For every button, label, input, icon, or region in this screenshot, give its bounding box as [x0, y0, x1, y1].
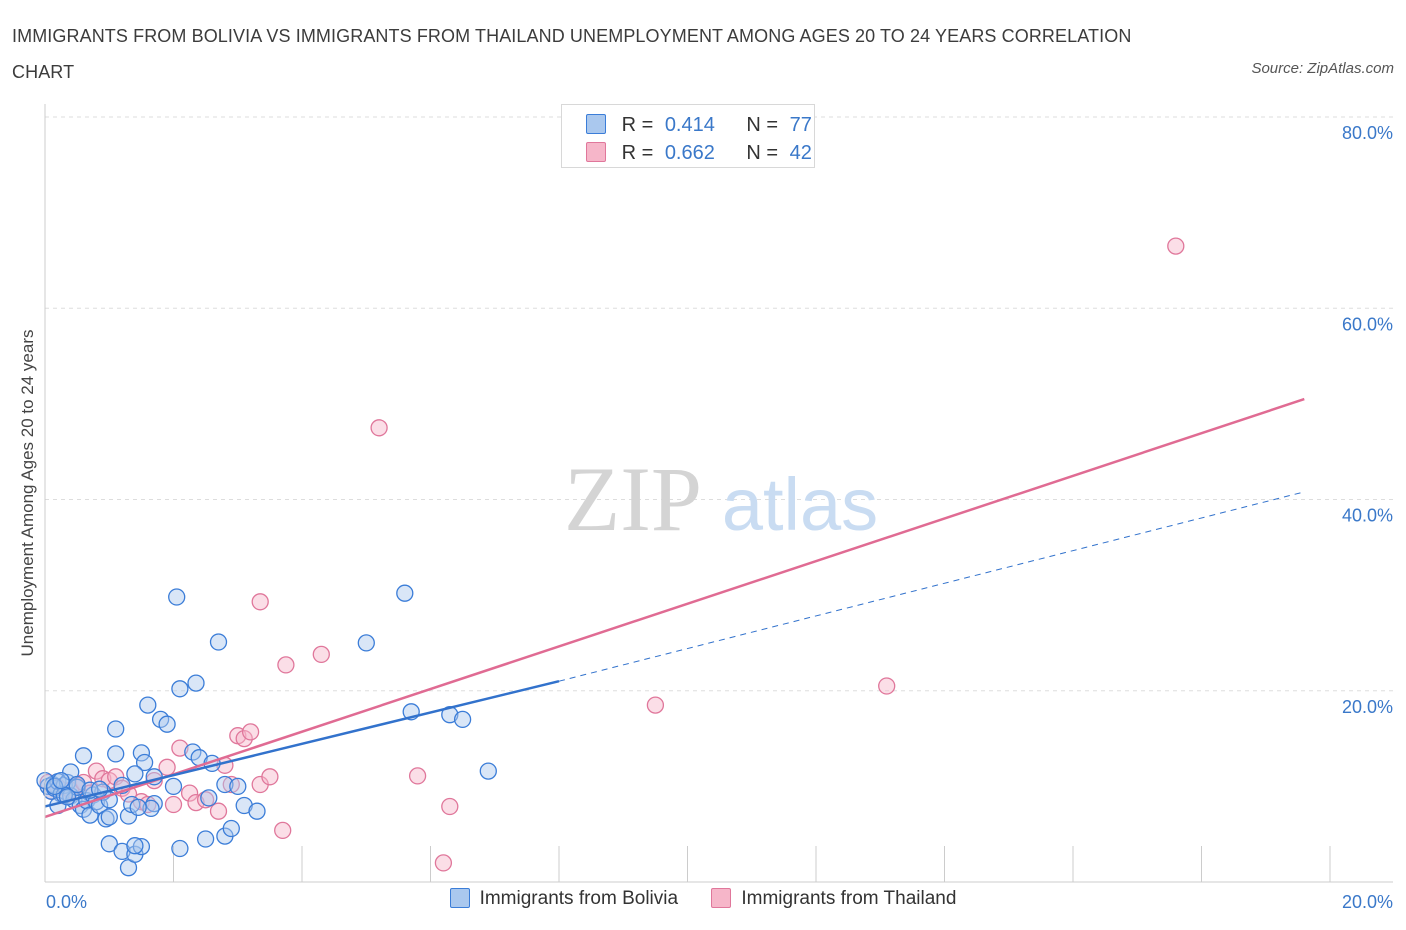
bolivia-point [129, 798, 147, 817]
bolivia-point [158, 715, 176, 733]
legend-item-bolivia[interactable]: Immigrants from Bolivia [449, 888, 679, 910]
bolivia-point [52, 771, 70, 790]
thailand-point [312, 645, 330, 664]
watermark-atlas: atlas [722, 463, 878, 546]
source-note: Source: ZipAtlas.com [1251, 60, 1394, 77]
bolivia-point [107, 720, 125, 738]
thailand-swatch [586, 142, 606, 162]
thailand-point [277, 656, 295, 674]
thailand-point [1167, 237, 1185, 255]
bolivia-point [187, 674, 205, 692]
thailand-r-value: 0.662 [664, 142, 715, 164]
bolivia-point [357, 634, 375, 652]
bolivia-point [132, 837, 151, 856]
bolivia-point [45, 777, 64, 796]
bolivia-point [135, 753, 154, 772]
bolivia-point [171, 680, 189, 698]
bolivia-point [126, 765, 144, 783]
bolivia-point [142, 799, 160, 818]
thailand-point [370, 419, 388, 437]
bolivia-n-value: 77 [789, 114, 812, 136]
thailand-point [235, 729, 253, 748]
trend-lines [44, 397, 1305, 819]
thailand-points [39, 237, 1185, 872]
bolivia-point [100, 808, 118, 826]
legend-r-label: R = [621, 114, 654, 136]
bolivia-point [209, 633, 228, 651]
bolivia-point [171, 839, 189, 858]
bolivia-swatch [449, 888, 470, 908]
legend-label-bolivia: Immigrants from Bolivia [479, 888, 679, 909]
thailand-point [241, 723, 260, 741]
bolivia-point [200, 789, 218, 807]
correlation-legend: R = 0.414 N = 77 R = 0.662 N = 42 [561, 104, 815, 168]
series-legend: Immigrants from Bolivia Immigrants from … [0, 888, 1406, 910]
bolivia-point [126, 837, 144, 855]
y-axis-label: Unemployment Among Ages 20 to 24 years [18, 330, 37, 657]
y-tick-labels: 20.0% 40.0% 60.0% 80.0% [1342, 123, 1393, 717]
thailand-point [222, 775, 240, 794]
thailand-point [878, 677, 896, 695]
thailand-point [646, 696, 665, 714]
legend-r-label: R = [621, 142, 654, 164]
thailand-point [209, 802, 228, 820]
bolivia-swatch [586, 114, 606, 134]
y-tick-label: 60.0% [1342, 314, 1393, 334]
watermark-zip: ZIP [564, 448, 702, 550]
legend-item-thailand[interactable]: Immigrants from Thailand [711, 888, 956, 910]
legend-row-thailand: R = 0.662 N = 42 [586, 140, 812, 166]
bolivia-point [74, 747, 93, 765]
thailand-n-value: 42 [789, 142, 812, 164]
y-tick-label: 20.0% [1342, 697, 1393, 717]
bolivia-points [36, 584, 497, 877]
thailand-swatch [711, 888, 732, 908]
bolivia-point [196, 830, 215, 848]
bolivia-point [164, 777, 183, 796]
bolivia-trend-extension [558, 491, 1305, 682]
thailand-point [251, 593, 269, 611]
bolivia-point [168, 588, 186, 606]
thailand-point [180, 784, 199, 802]
thailand-point [274, 821, 292, 840]
x-tick-label-min: 0.0% [46, 892, 87, 912]
bolivia-trend-line [44, 679, 560, 808]
legend-n-label: N = [746, 114, 779, 136]
thailand-point [171, 739, 189, 757]
y-tick-label: 40.0% [1342, 506, 1393, 526]
legend-label-thailand: Immigrants from Thailand [741, 888, 957, 909]
thailand-trend-line [44, 397, 1305, 819]
bolivia-point [100, 835, 118, 853]
bolivia-point [248, 802, 266, 820]
bolivia-r-value: 0.414 [664, 114, 715, 136]
legend-n-label: N = [746, 142, 779, 164]
bolivia-point [216, 775, 234, 794]
chart-title: IMMIGRANTS FROM BOLIVIA VS IMMIGRANTS FR… [12, 26, 1132, 82]
bolivia-point [229, 777, 247, 796]
bolivia-point [145, 794, 163, 813]
axes [44, 104, 1393, 883]
y-tick-label: 80.0% [1342, 123, 1393, 143]
thailand-point [187, 793, 205, 812]
thailand-point [434, 854, 453, 872]
bolivia-point [139, 696, 157, 714]
bolivia-point [453, 710, 472, 729]
bolivia-point [107, 745, 125, 763]
grid-lines [45, 116, 1393, 692]
bolivia-point [132, 744, 151, 762]
thailand-point [408, 767, 427, 785]
thailand-point [261, 768, 279, 786]
x-tick-label-max: 20.0% [1342, 892, 1393, 912]
legend-row-bolivia: R = 0.414 N = 77 [586, 112, 812, 138]
bolivia-point [396, 584, 414, 602]
thailand-point [164, 795, 183, 814]
thailand-point [441, 797, 459, 816]
x-tick-marks [173, 846, 1331, 882]
bolivia-point [479, 762, 497, 780]
bolivia-point [222, 819, 240, 838]
thailand-point [94, 770, 112, 788]
